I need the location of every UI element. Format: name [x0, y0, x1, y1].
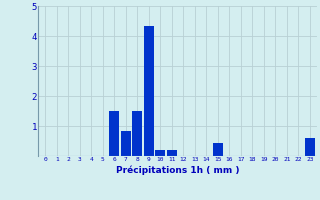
Bar: [167, 150, 177, 156]
X-axis label: Précipitations 1h ( mm ): Précipitations 1h ( mm ): [116, 165, 239, 175]
Bar: [144, 25, 154, 156]
Bar: [213, 142, 223, 156]
Bar: [121, 130, 131, 156]
Bar: [305, 138, 315, 156]
Bar: [132, 111, 142, 156]
Bar: [109, 111, 119, 156]
Bar: [156, 150, 165, 156]
